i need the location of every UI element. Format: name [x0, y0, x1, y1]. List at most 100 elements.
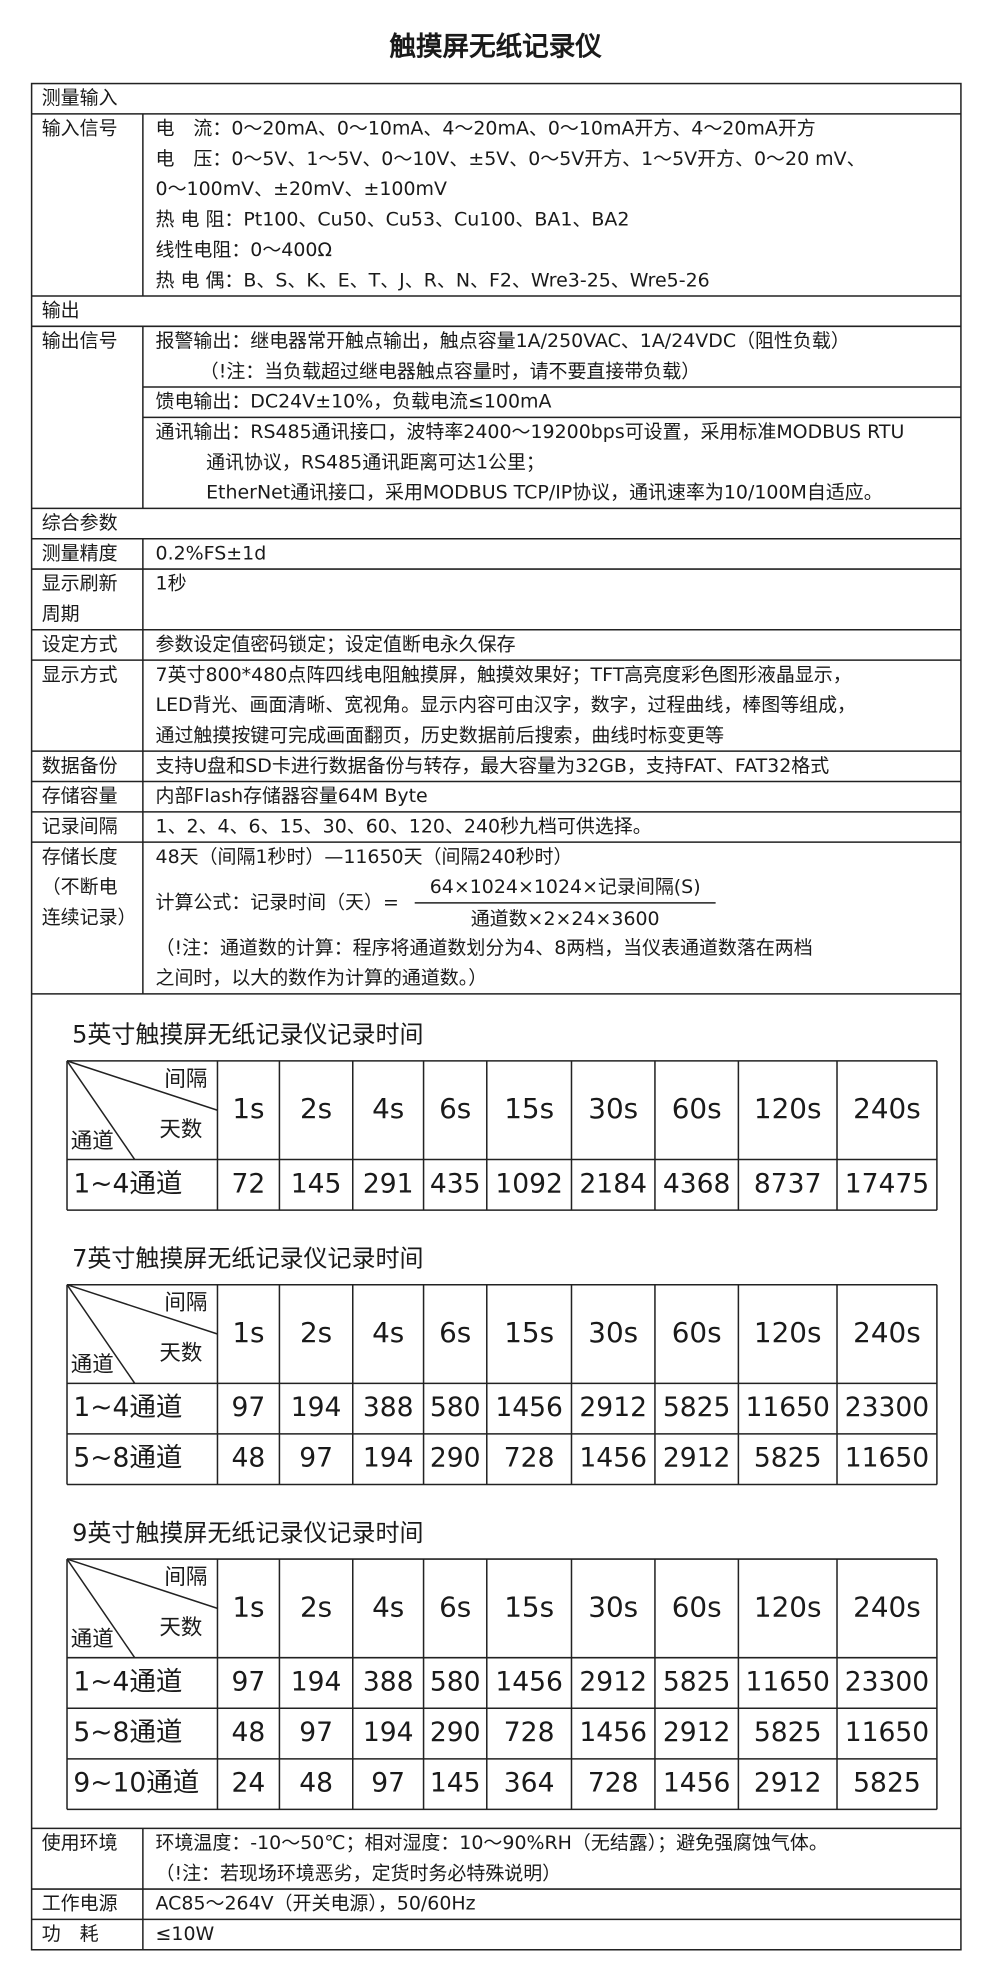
row-label: 存储容量	[42, 785, 118, 807]
column-header: 15s	[504, 1590, 554, 1623]
page-title: 触摸屏无纸记录仪	[389, 32, 602, 63]
section-title: 输出	[42, 300, 80, 322]
corner-middle: 天数	[159, 1117, 202, 1142]
cell-value: 24	[232, 1768, 266, 1799]
row-header: 5~8通道	[73, 1443, 182, 1474]
cell-value: 194	[291, 1392, 342, 1423]
cell-value: 1456	[495, 1666, 563, 1697]
outer-frame	[30, 82, 962, 1951]
row-text: （!注：若现场环境恶劣，定货时务必特殊说明）	[156, 1862, 562, 1884]
column-header: 120s	[754, 1092, 822, 1125]
cell-value: 1092	[495, 1168, 563, 1199]
cell-value: 1456	[579, 1717, 647, 1748]
row-text: AC85～264V（开关电源），50/60Hz	[156, 1893, 476, 1915]
table-title: 7英寸触摸屏无纸记录仪记录时间	[72, 1244, 424, 1272]
section-title: 综合参数	[42, 512, 118, 534]
cell-value: 290	[430, 1443, 481, 1474]
column-header: 6s	[439, 1316, 471, 1349]
cell-value: 2912	[579, 1392, 647, 1423]
cell-value: 1456	[579, 1443, 647, 1474]
corner-middle: 天数	[159, 1341, 202, 1366]
column-header: 2s	[300, 1590, 332, 1623]
row-text: 热 电 阻：Pt100、Cu50、Cu53、Cu100、BA1、BA2	[156, 209, 630, 231]
cell-value: 11650	[845, 1717, 929, 1748]
cell-value: 72	[232, 1168, 266, 1199]
column-header: 240s	[853, 1316, 921, 1349]
section-title: 测量输入	[42, 87, 118, 109]
row-label: 输入信号	[42, 118, 118, 140]
cell-value: 4368	[663, 1168, 731, 1199]
column-header: 2s	[300, 1316, 332, 1349]
cell-value: 5825	[754, 1443, 822, 1474]
column-header: 30s	[588, 1590, 638, 1623]
row-text: 支持U盘和SD卡进行数据备份与转存，最大容量为32GB，支持FAT、FAT32格…	[156, 755, 830, 777]
cell-value: 388	[363, 1666, 414, 1697]
cell-value: 435	[430, 1168, 481, 1199]
row-text: 通过触摸按键可完成画面翻页，历史数据前后搜索，曲线时标变更等	[156, 724, 725, 746]
cell-value: 97	[371, 1768, 405, 1799]
corner-top: 间隔	[164, 1291, 207, 1316]
cell-value: 290	[430, 1717, 481, 1748]
corner-diagonal	[66, 1283, 218, 1335]
row-text: 0～100mV、±20mV、±100mV	[156, 178, 447, 200]
cell-value: 2912	[579, 1666, 647, 1697]
corner-diagonal	[66, 1060, 218, 1111]
row-text: LED背光、画面清晰、宽视角。显示内容可由汉字，数字，过程曲线，棒图等组成，	[156, 694, 857, 716]
corner-diagonal	[66, 1284, 136, 1384]
cell-value: 145	[430, 1768, 481, 1799]
row-header: 9~10通道	[73, 1768, 199, 1799]
table-title: 5英寸触摸屏无纸记录仪记录时间	[72, 1021, 424, 1049]
corner-bottom: 通道	[71, 1627, 114, 1652]
corner-diagonal	[66, 1060, 136, 1160]
row-text: 内部Flash存储器容量64M Byte	[156, 785, 428, 807]
cell-value: 23300	[845, 1666, 929, 1697]
cell-value: 388	[363, 1392, 414, 1423]
column-header: 1s	[232, 1316, 264, 1349]
cell-value: 580	[430, 1666, 481, 1697]
row-text: （!注：当负载超过继电器触点容量时，请不要直接带负载）	[200, 360, 700, 382]
cell-value: 194	[363, 1717, 414, 1748]
column-header: 60s	[672, 1092, 722, 1125]
column-header: 4s	[372, 1590, 404, 1623]
cell-value: 580	[430, 1392, 481, 1423]
row-text: 热 电 偶：B、S、K、E、T、J、R、N、F2、Wre3-25、Wre5-26	[156, 269, 710, 291]
cell-value: 728	[504, 1717, 555, 1748]
row-text: 报警输出：继电器常开触点输出，触点容量1A/250VAC、1A/24VDC（阻性…	[156, 330, 850, 352]
row-header: 1~4通道	[73, 1666, 182, 1697]
row-label: 连续记录）	[42, 907, 137, 929]
row-text: 电 压：0～5V、1～5V、0～10V、±5V、0～5V开方、1～5V开方、0～…	[156, 148, 866, 170]
column-header: 60s	[672, 1590, 722, 1623]
row-text: 通讯协议，RS485通讯距离可达1公里；	[206, 451, 545, 473]
cell-value: 5825	[663, 1392, 731, 1423]
column-header: 60s	[672, 1316, 722, 1349]
row-header: 5~8通道	[73, 1717, 182, 1748]
cell-value: 2912	[754, 1768, 822, 1799]
cell-value: 97	[299, 1443, 333, 1474]
row-text: 7英寸800*480点阵四线电阻触摸屏，触摸效果好；TFT高亮度彩色图形液晶显示…	[156, 664, 852, 686]
corner-top: 间隔	[164, 1565, 207, 1590]
column-header: 30s	[588, 1316, 638, 1349]
formula-numerator: 64×1024×1024×记录间隔(S)	[430, 876, 701, 898]
cell-value: 5825	[754, 1717, 822, 1748]
cell-value: 48	[232, 1443, 266, 1474]
cell-value: 194	[291, 1666, 342, 1697]
row-header: 1~4通道	[73, 1168, 182, 1199]
row-text: 1秒	[156, 573, 187, 595]
cell-value: 48	[232, 1717, 266, 1748]
column-header: 6s	[439, 1590, 471, 1623]
column-header: 4s	[372, 1316, 404, 1349]
column-header: 30s	[588, 1092, 638, 1125]
row-text: 馈电输出：DC24V±10%，负载电流≤100mA	[156, 391, 552, 413]
cell-value: 23300	[845, 1392, 929, 1423]
row-label: 工作电源	[42, 1893, 118, 1915]
formula-denominator: 通道数×2×24×3600	[471, 908, 660, 930]
corner-bottom: 通道	[71, 1129, 114, 1154]
cell-value: 11650	[845, 1443, 929, 1474]
column-header: 120s	[754, 1590, 822, 1623]
row-text: 环境温度：-10～50℃；相对湿度：10～90%RH（无结露）；避免强腐蚀气体。	[156, 1832, 828, 1854]
column-header: 1s	[232, 1590, 264, 1623]
column-header: 240s	[853, 1092, 921, 1125]
row-label: 记录间隔	[42, 816, 118, 838]
row-text: 电 流：0～20mA、0～10mA、4～20mA、0～10mA开方、4～20mA…	[156, 118, 816, 140]
